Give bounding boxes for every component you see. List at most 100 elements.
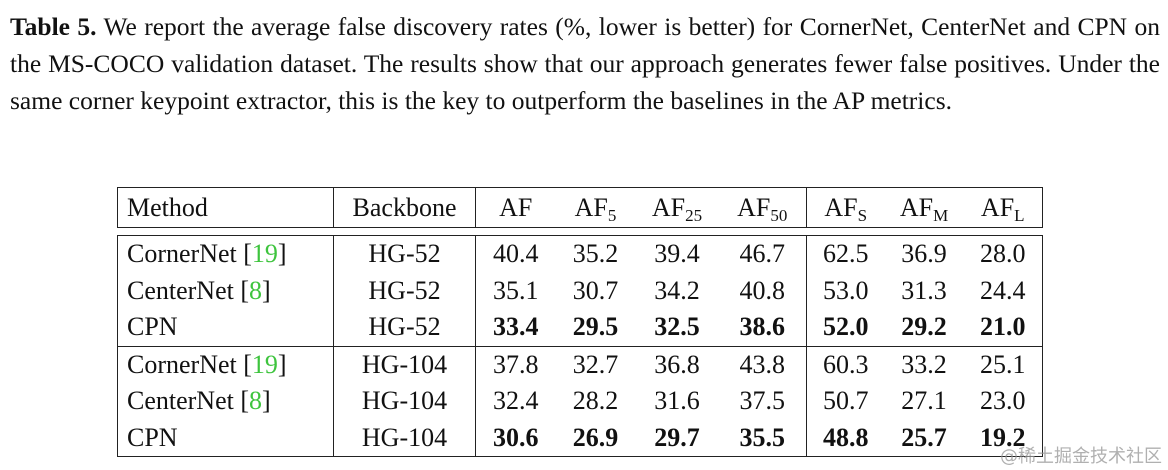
- table-header: Method Backbone AF AF5 AF25 AF50 AFS AFM AFL: [117, 187, 1043, 228]
- column-header: AF50: [718, 187, 807, 228]
- value-cell: 31.3: [901, 275, 947, 305]
- method-cell: CenterNet [8]: [117, 272, 334, 309]
- value-cell: 62.5: [823, 239, 869, 269]
- header-subscript: 25: [685, 205, 703, 225]
- table-row: CPN HG-104 30.6 26.9 29.7 35.5 48.8 25.7 19.2: [117, 419, 1043, 457]
- value-cell: 33.2: [884, 345, 964, 383]
- backbone-cell: HG-104: [333, 383, 476, 420]
- value-cell: 29.5: [572, 312, 619, 342]
- method-cell: CPN: [117, 309, 334, 346]
- header-subscript: S: [857, 205, 868, 225]
- method-name: CenterNet: [127, 386, 234, 416]
- caption-text: We report the average false discovery ra…: [10, 12, 1160, 115]
- value-cell: 29.7: [654, 422, 700, 452]
- backbone-cell: HG-52: [333, 309, 476, 346]
- backbone-cell: HG-52: [333, 235, 476, 273]
- backbone-cell: HG-104: [333, 419, 476, 457]
- results-table: CornerNet [19] HG-52 40.4 35.2 39.4 46.7 62.5 3…: [117, 235, 1043, 457]
- header-subscript: M: [933, 205, 949, 225]
- table-row: CenterNet [8] HG-104 32.4 28.2 31.6 37.5 50.7 2…: [117, 383, 1043, 420]
- value-cell: 30.6: [493, 422, 539, 452]
- value-cell: 52.0: [823, 312, 869, 342]
- value-cell: 27.1: [901, 386, 947, 416]
- value-cell: 39.4: [654, 239, 700, 269]
- value-cell: 34.2: [654, 275, 700, 305]
- value-cell: 40.8: [718, 272, 807, 309]
- value-cell: 25.1: [963, 345, 1043, 383]
- value-cell: 35.1: [493, 275, 539, 305]
- column-header: AFL: [964, 188, 1043, 228]
- value-cell: 36.8: [635, 345, 719, 383]
- value-cell: 53.0: [823, 275, 869, 305]
- value-cell: 43.8: [718, 345, 807, 383]
- table-row: CornerNet [19] HG-52 40.4 35.2 39.4 46.7 62.5 3…: [117, 235, 1043, 273]
- value-cell: 25.7: [901, 422, 947, 452]
- method-cell: CenterNet [8]: [117, 383, 334, 420]
- header-text: Method: [127, 192, 208, 222]
- method-name: CPN: [127, 312, 178, 342]
- column-header: Backbone: [333, 187, 476, 228]
- column-header: AF: [476, 188, 556, 228]
- method-name: CenterNet: [127, 275, 234, 305]
- value-cell: 21.0: [980, 312, 1026, 342]
- method-cell: CornerNet [19]: [117, 235, 334, 273]
- table-row: CPN HG-52 33.4 29.5 32.5 38.6 52.0 29.2 21.0: [117, 309, 1043, 346]
- value-cell: 30.7: [572, 275, 619, 305]
- header-text: AF: [737, 192, 771, 222]
- header-text: AF: [499, 192, 533, 222]
- column-header: AF25: [636, 188, 719, 228]
- value-cell: 40.4: [493, 239, 539, 269]
- header-text: AF: [980, 192, 1015, 222]
- value-cell: 50.7: [823, 386, 869, 416]
- value-cell: 23.0: [980, 386, 1026, 416]
- method-cell: CornerNet [19]: [117, 345, 334, 383]
- value-cell: 24.4: [980, 275, 1026, 305]
- column-header: AF5: [556, 188, 636, 228]
- value-cell: 28.0: [980, 239, 1026, 269]
- header-text: Backbone: [352, 192, 457, 222]
- citation-link[interactable]: 19: [251, 239, 278, 269]
- header-subscript: L: [1014, 205, 1025, 225]
- method-name: CPN: [127, 422, 178, 452]
- value-cell: 28.2: [572, 386, 619, 416]
- column-header: AFM: [885, 188, 964, 228]
- header-text: AF: [899, 192, 934, 222]
- value-cell: 19.2: [980, 422, 1026, 452]
- column-header: Method: [117, 187, 334, 228]
- header-text: AF: [574, 192, 608, 222]
- citation-link[interactable]: 19: [251, 349, 278, 379]
- value-cell: 29.2: [901, 312, 947, 342]
- value-cell: 32.7: [555, 345, 636, 383]
- citation-link[interactable]: 8: [249, 386, 263, 416]
- table-caption: Table 5. We report the average false dis…: [10, 8, 1160, 119]
- header-text: AF: [824, 192, 858, 222]
- header-text: AF: [651, 192, 686, 222]
- citation-link[interactable]: 8: [249, 275, 263, 305]
- value-cell: 31.6: [654, 386, 700, 416]
- method-cell: CPN: [117, 419, 334, 457]
- method-name: CornerNet: [127, 349, 237, 379]
- watermark: @稀土掘金技术社区: [1000, 446, 1162, 467]
- caption-label: Table 5.: [10, 12, 97, 41]
- value-cell: 38.6: [718, 309, 807, 346]
- value-cell: 33.4: [493, 312, 539, 342]
- value-cell: 36.9: [901, 239, 947, 269]
- value-cell: 60.3: [806, 345, 885, 383]
- backbone-cell: HG-52: [333, 272, 476, 309]
- value-cell: 37.5: [718, 383, 807, 420]
- value-cell: 32.4: [493, 386, 539, 416]
- backbone-cell: HG-104: [333, 345, 476, 383]
- value-cell: 32.5: [654, 312, 700, 342]
- header-subscript: 50: [770, 205, 788, 225]
- value-cell: 35.5: [718, 419, 807, 457]
- table-row: CornerNet [19] HG-104 37.8 32.7 36.8 43.8 60.3…: [117, 345, 1043, 383]
- value-cell: 26.9: [572, 422, 619, 452]
- method-name: CornerNet: [127, 239, 237, 269]
- value-cell: 37.8: [475, 345, 556, 383]
- value-cell: 48.8: [823, 422, 869, 452]
- value-cell: 35.2: [572, 239, 619, 269]
- header-subscript: 5: [607, 205, 617, 225]
- value-cell: 46.7: [718, 235, 807, 273]
- column-header: AFS: [807, 188, 885, 228]
- table-row: CenterNet [8] HG-52 35.1 30.7 34.2 40.8 53.0 31…: [117, 272, 1043, 309]
